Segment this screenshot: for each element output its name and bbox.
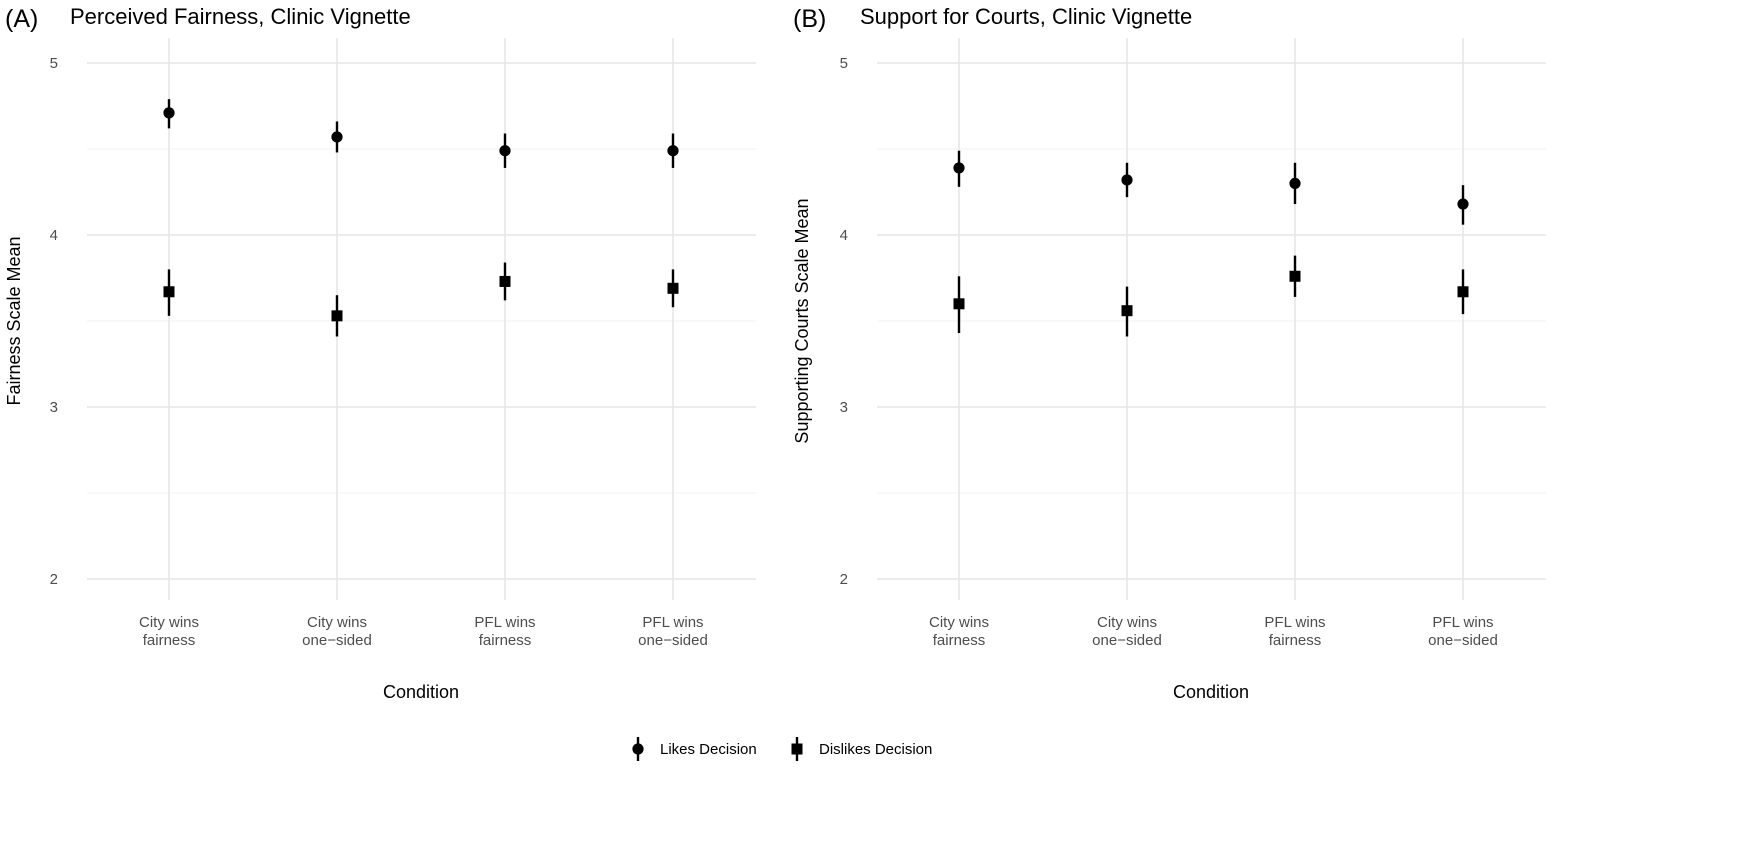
panel-b-ytick-label: 5 — [840, 55, 848, 72]
panel-a-ylabel: Fairness Scale Mean — [4, 236, 24, 405]
panel-b-xtick-label: City wins fairness — [929, 614, 989, 649]
legend-dislikes-marker — [791, 743, 803, 755]
legend-item-likes: Likes Decision — [632, 737, 757, 761]
panel-b-yticks: 2 3 4 5 — [840, 55, 848, 588]
panel-b-ylabel: Supporting Courts Scale Mean — [792, 198, 812, 443]
panel-b-dislikes-point — [1289, 270, 1301, 282]
panel-b-xtick-label: City wins one−sided — [1092, 614, 1162, 649]
panel-b-dislikes-point — [1457, 286, 1469, 298]
panel-b-likes-point — [953, 162, 965, 174]
panel-b-marks — [953, 150, 1469, 337]
panel-b-tag: (B) — [793, 5, 826, 33]
panel-b-likes-point — [1289, 177, 1301, 189]
panel-a-grid — [87, 38, 756, 600]
panel-a: (A) Perceived Fairness, Clinic Vignette … — [4, 4, 756, 702]
panel-a-tag: (A) — [5, 5, 38, 33]
panel-a-likes-point — [163, 107, 175, 119]
panel-b-xtick-label: PFL wins one−sided — [1428, 614, 1498, 649]
panel-a-title: Perceived Fairness, Clinic Vignette — [70, 4, 411, 29]
panel-b-dislikes-point — [1121, 305, 1133, 317]
panel-a-xtick-label: City wins one−sided — [302, 614, 372, 649]
panel-a-xtick-label: PFL wins fairness — [474, 614, 535, 649]
panel-a-ytick-label: 5 — [50, 55, 58, 72]
panel-a-likes-point — [331, 131, 343, 143]
legend-dislikes-label: Dislikes Decision — [819, 741, 932, 758]
panel-b-ytick-label: 2 — [840, 571, 848, 588]
legend: Likes Decision Dislikes Decision — [632, 737, 932, 761]
panel-b-xticks: City wins fairness City wins one−sided PFL w… — [929, 614, 1498, 649]
panel-a-xtick-label: PFL wins one−sided — [638, 614, 708, 649]
panel-b-xtick-label: PFL wins fairness — [1264, 614, 1325, 649]
panel-a-xtick-label: City wins fairness — [139, 614, 199, 649]
panel-a-likes-point — [667, 145, 679, 157]
panel-b-xlabel: Condition — [1173, 682, 1249, 702]
legend-likes-label: Likes Decision — [660, 741, 757, 758]
panel-b-grid — [877, 38, 1546, 600]
panel-b-ytick-label: 3 — [840, 399, 848, 416]
panel-a-ytick-label: 3 — [50, 399, 58, 416]
panel-a-xticks: City wins fairness City wins one−sided PFL w… — [139, 614, 708, 649]
panel-b-dislikes-point — [953, 298, 965, 310]
panel-a-likes-point — [499, 145, 511, 157]
panel-a-dislikes-point — [499, 275, 511, 287]
legend-likes-marker — [632, 743, 644, 755]
panel-b-ytick-label: 4 — [840, 227, 848, 244]
panel-a-ytick-label: 4 — [50, 227, 58, 244]
panel-a-ytick-label: 2 — [50, 571, 58, 588]
panel-a-xlabel: Condition — [383, 682, 459, 702]
panel-a-marks — [163, 99, 679, 337]
panel-b-likes-point — [1457, 198, 1469, 210]
legend-item-dislikes: Dislikes Decision — [791, 737, 932, 761]
panel-b-likes-point — [1121, 174, 1133, 186]
panel-b: (B) Support for Courts, Clinic Vignette … — [792, 4, 1546, 702]
panel-b-title: Support for Courts, Clinic Vignette — [860, 4, 1192, 29]
panel-a-dislikes-point — [667, 282, 679, 294]
panel-a-yticks: 2 3 4 5 — [50, 55, 58, 588]
panel-a-dislikes-point — [163, 286, 175, 298]
panel-a-dislikes-point — [331, 310, 343, 322]
